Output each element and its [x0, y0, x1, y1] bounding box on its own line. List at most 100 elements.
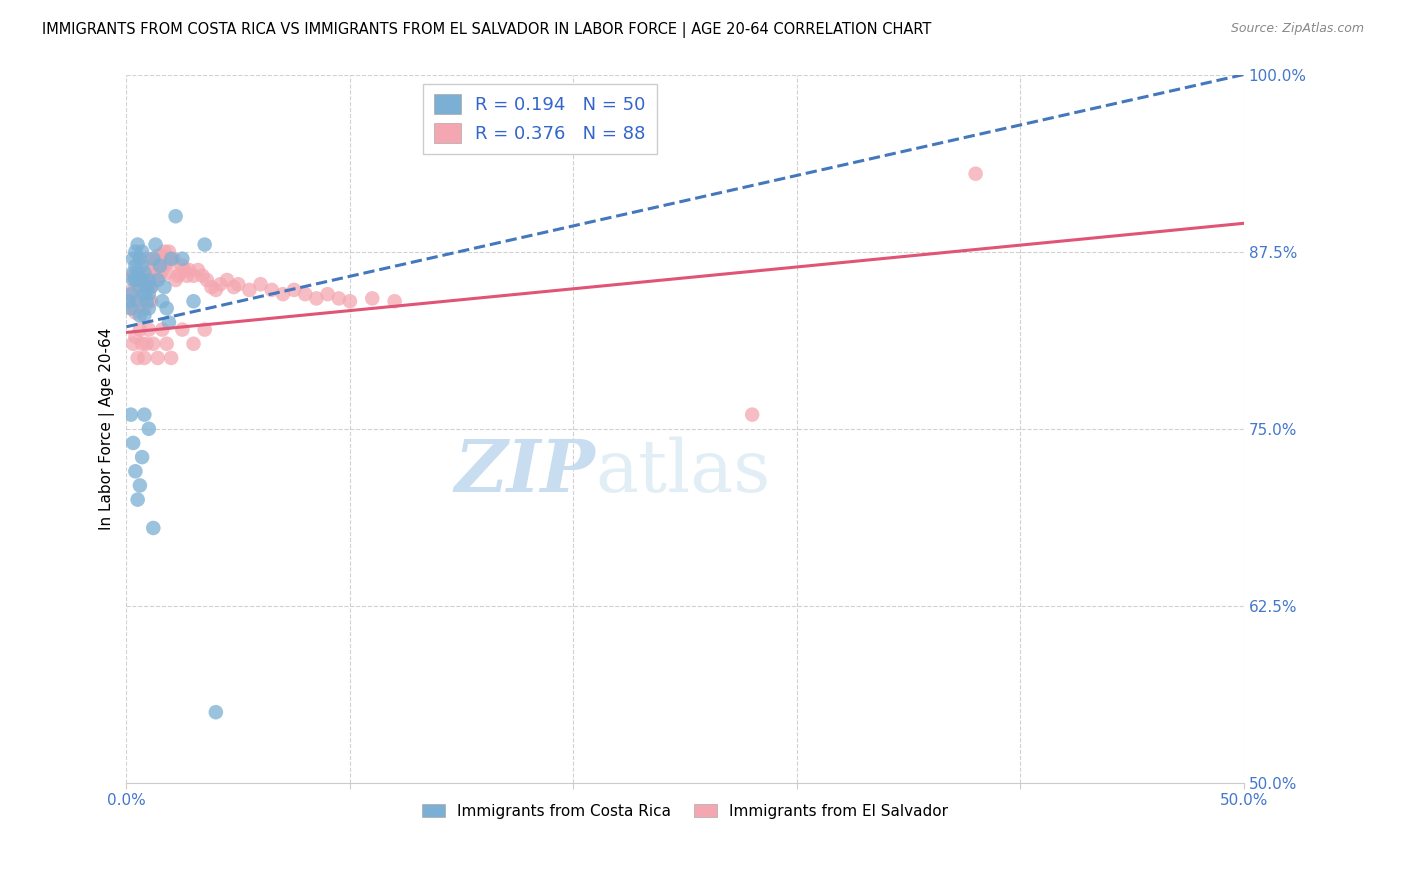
- Point: [122, 273, 145, 287]
- Text: IMMIGRANTS FROM COSTA RICA VS IMMIGRANTS FROM EL SALVADOR IN LABOR FORCE | AGE 2: IMMIGRANTS FROM COSTA RICA VS IMMIGRANTS…: [42, 22, 932, 38]
- Point: [131, 273, 153, 287]
- Point: [135, 280, 157, 294]
- Point: [249, 277, 271, 292]
- Point: [138, 422, 160, 436]
- Point: [131, 244, 153, 259]
- Point: [183, 294, 205, 309]
- Point: [146, 351, 169, 365]
- Point: [122, 436, 145, 450]
- Legend: Immigrants from Costa Rica, Immigrants from El Salvador: Immigrants from Costa Rica, Immigrants f…: [416, 797, 955, 825]
- Point: [134, 408, 156, 422]
- Point: [134, 287, 156, 301]
- Point: [191, 268, 214, 283]
- Point: [122, 266, 145, 280]
- Point: [183, 268, 205, 283]
- Point: [142, 521, 165, 535]
- Point: [160, 254, 183, 268]
- Point: [294, 287, 316, 301]
- Text: Source: ZipAtlas.com: Source: ZipAtlas.com: [1230, 22, 1364, 36]
- Text: atlas: atlas: [596, 436, 770, 507]
- Point: [118, 294, 141, 309]
- Point: [194, 237, 217, 252]
- Point: [150, 322, 173, 336]
- Point: [131, 336, 153, 351]
- Point: [122, 268, 145, 283]
- Point: [165, 273, 187, 287]
- Point: [145, 254, 167, 268]
- Point: [127, 351, 149, 365]
- Point: [146, 273, 169, 287]
- Point: [176, 268, 198, 283]
- Point: [195, 273, 218, 287]
- Point: [135, 252, 157, 266]
- Point: [118, 294, 141, 309]
- Point: [965, 167, 987, 181]
- Point: [149, 268, 172, 283]
- Point: [149, 254, 172, 268]
- Point: [142, 336, 165, 351]
- Point: [128, 478, 150, 492]
- Point: [305, 292, 328, 306]
- Point: [205, 705, 228, 719]
- Point: [128, 252, 150, 266]
- Point: [122, 252, 145, 266]
- Point: [156, 252, 179, 266]
- Point: [124, 464, 146, 478]
- Point: [384, 294, 406, 309]
- Point: [339, 294, 361, 309]
- Point: [146, 263, 169, 277]
- Point: [131, 280, 153, 294]
- Point: [169, 266, 191, 280]
- Point: [142, 252, 165, 266]
- Point: [131, 259, 153, 273]
- Point: [194, 322, 217, 336]
- Point: [127, 301, 149, 316]
- Point: [238, 283, 260, 297]
- Point: [149, 259, 172, 273]
- Point: [138, 280, 160, 294]
- Point: [124, 292, 146, 306]
- Point: [139, 294, 162, 309]
- Point: [167, 268, 190, 283]
- Point: [124, 329, 146, 343]
- Point: [127, 492, 149, 507]
- Point: [142, 259, 165, 273]
- Point: [127, 237, 149, 252]
- Point: [328, 292, 350, 306]
- Point: [134, 309, 156, 323]
- Point: [134, 287, 156, 301]
- Point: [134, 351, 156, 365]
- Point: [271, 287, 294, 301]
- Point: [183, 336, 205, 351]
- Point: [741, 408, 763, 422]
- Point: [120, 408, 142, 422]
- Point: [150, 263, 173, 277]
- Point: [142, 273, 165, 287]
- Point: [205, 283, 228, 297]
- Point: [150, 294, 173, 309]
- Point: [156, 301, 179, 316]
- Point: [172, 259, 194, 273]
- Point: [361, 292, 384, 306]
- Point: [153, 244, 176, 259]
- Point: [172, 252, 194, 266]
- Point: [135, 266, 157, 280]
- Point: [128, 283, 150, 297]
- Point: [150, 249, 173, 263]
- Point: [316, 287, 339, 301]
- Point: [128, 297, 150, 311]
- Point: [135, 336, 157, 351]
- Point: [134, 273, 156, 287]
- Point: [120, 287, 142, 301]
- Point: [124, 305, 146, 319]
- Point: [127, 273, 149, 287]
- Point: [200, 280, 222, 294]
- Point: [124, 259, 146, 273]
- Point: [226, 277, 249, 292]
- Point: [127, 294, 149, 309]
- Point: [160, 252, 183, 266]
- Point: [128, 322, 150, 336]
- Point: [139, 280, 162, 294]
- Point: [145, 237, 167, 252]
- Point: [162, 252, 184, 266]
